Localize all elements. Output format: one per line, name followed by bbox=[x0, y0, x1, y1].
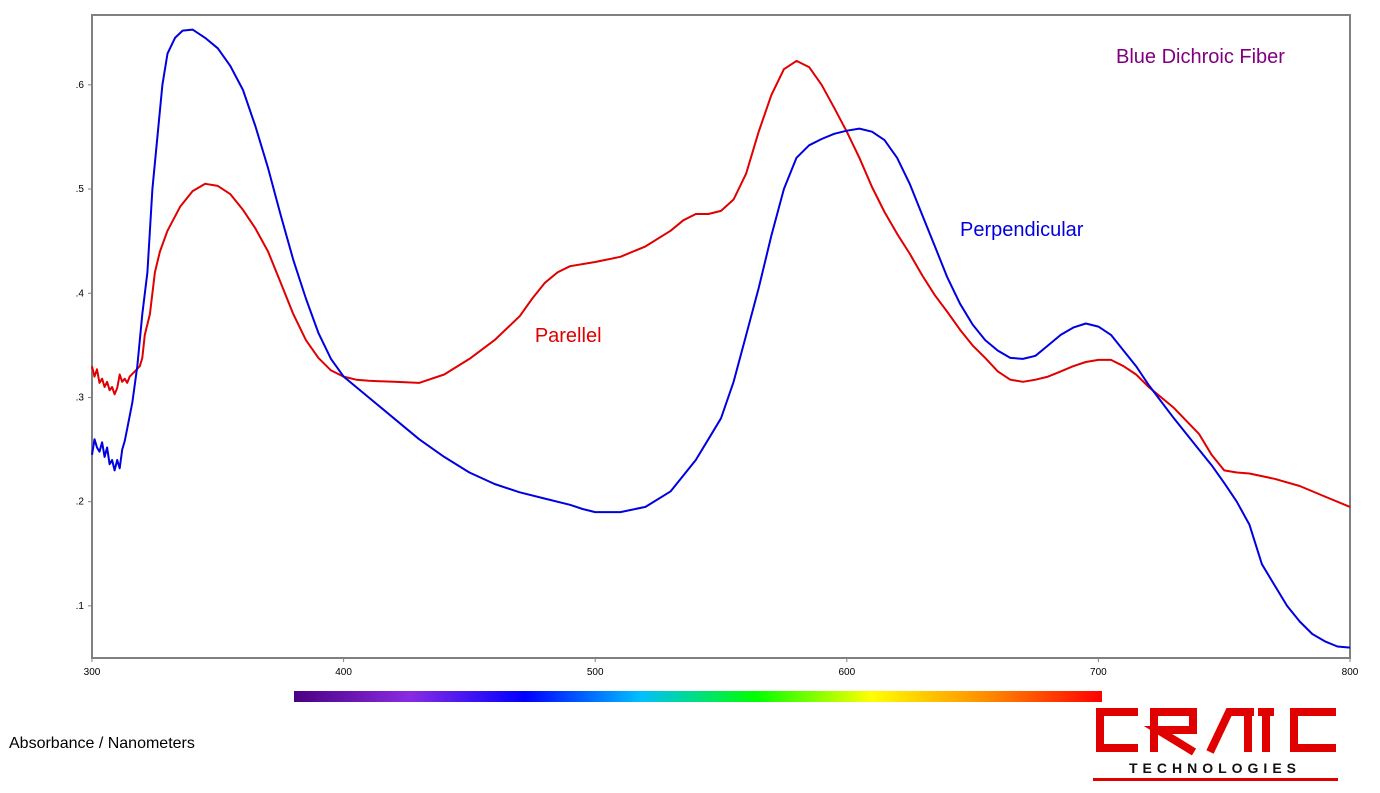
x-tick-label: 400 bbox=[335, 667, 352, 678]
annotation-perpendicular: Perpendicular bbox=[960, 219, 1084, 241]
x-tick-label: 600 bbox=[838, 667, 855, 678]
y-tick-label: .1 bbox=[76, 601, 85, 612]
x-tick-label: 700 bbox=[1090, 667, 1107, 678]
y-tick-label: .2 bbox=[76, 497, 85, 508]
x-tick-label: 300 bbox=[84, 667, 101, 678]
y-axis-ticks: .1 .2 .3 .4 .5 .6 bbox=[76, 80, 92, 612]
series-line-parellel bbox=[91, 59, 1351, 508]
units-label: Absorbance / Nanometers bbox=[9, 735, 195, 752]
x-tick-label: 500 bbox=[587, 667, 604, 678]
series-line-perpendicular bbox=[91, 28, 1351, 649]
logo-subtext: TECHNOLOGIES bbox=[1129, 760, 1301, 776]
y-tick-label: .4 bbox=[76, 288, 85, 299]
x-tick-label: 800 bbox=[1342, 667, 1359, 678]
logo-underline bbox=[1093, 778, 1338, 781]
visible-spectrum-bar bbox=[294, 691, 1102, 702]
y-tick-label: .6 bbox=[76, 80, 85, 91]
craic-logo: TECHNOLOGIES bbox=[1093, 708, 1338, 781]
series-layer bbox=[91, 28, 1351, 649]
annotations: Parellel Perpendicular Blue Dichroic Fiber bbox=[535, 46, 1285, 347]
logo-wordmark bbox=[1096, 708, 1336, 756]
x-axis-ticks: 300 400 500 600 700 800 bbox=[84, 658, 1359, 678]
annotation-blue-dichroic-fiber: Blue Dichroic Fiber bbox=[1116, 46, 1285, 68]
y-tick-label: .3 bbox=[76, 392, 85, 403]
annotation-parellel: Parellel bbox=[535, 325, 602, 347]
y-tick-label: .5 bbox=[76, 184, 85, 195]
plot-frame bbox=[91, 14, 1351, 659]
